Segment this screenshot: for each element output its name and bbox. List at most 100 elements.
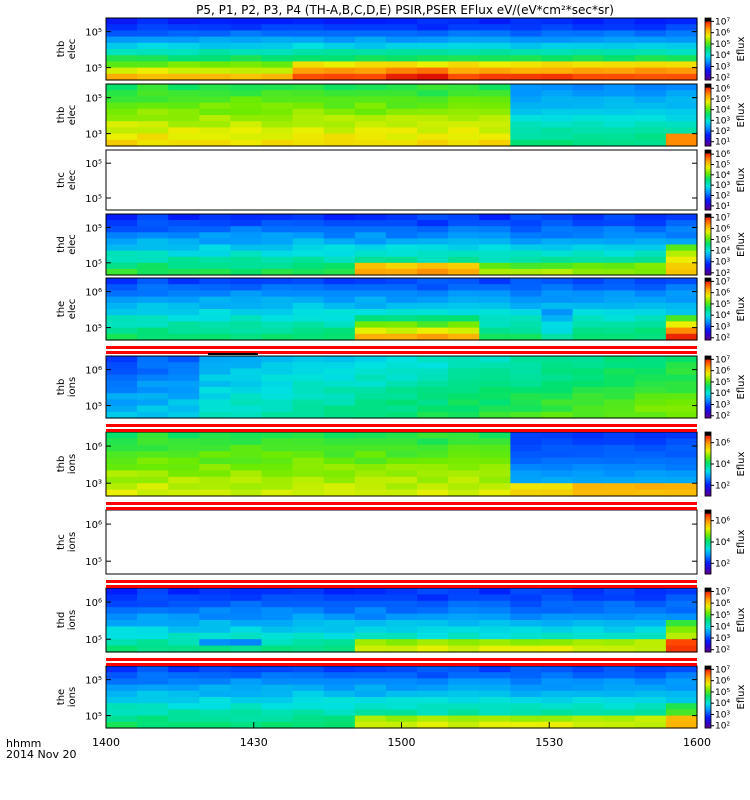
colorbar-segment <box>705 65 711 68</box>
spectrogram-cell <box>541 393 574 400</box>
colorbar-frame <box>704 355 712 419</box>
colorbar-segment <box>705 150 711 152</box>
colorbar-segment <box>705 538 711 541</box>
spectrogram-cell <box>417 232 449 239</box>
spectrogram-cell <box>261 405 294 413</box>
colorbar-segment <box>705 320 711 322</box>
spectrogram-cell <box>479 393 511 400</box>
colorbar-segment <box>705 709 711 711</box>
spectrogram-cell <box>510 444 543 452</box>
colorbar-segment <box>705 559 711 561</box>
colorbar-segment <box>705 394 711 396</box>
spectrogram-cell <box>448 457 480 465</box>
spectrogram-cell <box>510 67 543 75</box>
colorbar-segment <box>705 415 711 418</box>
colorbar-segment <box>705 107 711 110</box>
spectrogram-cell <box>510 476 543 484</box>
colorbar-segment <box>705 199 711 201</box>
spectrogram-cell <box>106 220 138 227</box>
colorbar-segment <box>705 195 711 197</box>
colorbar-segment <box>705 249 711 252</box>
colorbar-segment <box>705 689 711 692</box>
spectrogram-cell <box>603 67 636 75</box>
spectrogram-cell <box>323 645 356 653</box>
panel-ylabel: thb <box>56 379 67 396</box>
spectrogram-cell <box>199 268 232 276</box>
spectrogram-cell <box>479 405 511 413</box>
spectrogram-cell <box>603 133 636 141</box>
spectrogram-cell <box>168 464 200 471</box>
colorbar-segment <box>705 247 711 250</box>
spectrogram-cell <box>261 108 294 116</box>
colorbar-tick-label: 10⁵ <box>715 611 730 621</box>
spectrogram-cell <box>137 232 169 239</box>
colorbar-segment <box>705 570 711 573</box>
spectrogram-cell <box>572 139 605 147</box>
spectrogram-cell <box>510 666 543 673</box>
colorbar-segment <box>705 594 711 596</box>
spectrogram-cell <box>230 470 263 478</box>
spectrogram-cell <box>541 476 574 484</box>
spectrogram-cell <box>199 256 232 264</box>
spectrogram-cell <box>541 368 574 376</box>
spectrogram-cell <box>385 67 418 75</box>
spectrogram-cell <box>541 238 574 246</box>
spectrogram-cell <box>168 374 200 382</box>
spectrogram-cell <box>479 214 511 221</box>
spectrogram-cell <box>603 139 636 147</box>
spectrogram-cell <box>106 715 138 723</box>
spectrogram-cell <box>634 464 667 471</box>
spectrogram-cell <box>199 432 232 439</box>
spectrogram-cell <box>541 290 574 298</box>
spectrogram-cell <box>354 632 387 640</box>
spectrogram-cell <box>572 438 605 446</box>
colorbar-segment <box>705 267 711 270</box>
colorbar-segment <box>705 359 711 361</box>
spectrogram-cell <box>106 684 138 692</box>
spectrogram-cell <box>479 715 511 723</box>
spectrogram-cell <box>199 374 232 382</box>
spectrogram-cell <box>292 278 325 285</box>
spectrogram-cell <box>354 387 387 394</box>
spectrogram-cell <box>417 290 449 298</box>
spectrogram-cell <box>323 387 356 394</box>
spectrogram-cell <box>354 30 387 38</box>
spectrogram-cell <box>417 464 449 471</box>
spectrogram-cell <box>479 139 511 147</box>
spectrogram-cell <box>292 594 325 602</box>
spectrogram-cell <box>634 721 667 729</box>
colorbar-segment <box>705 478 711 481</box>
spectrogram-cell <box>106 690 138 698</box>
spectrogram-cell <box>510 49 543 56</box>
colorbar-segment <box>705 98 711 100</box>
spectrogram-cell <box>541 709 574 717</box>
colorbar-segment <box>705 169 711 171</box>
spectrogram-cell <box>292 715 325 723</box>
spectrogram-cell <box>385 296 418 304</box>
colorbar-segment <box>705 523 711 526</box>
spectrogram-cell <box>323 613 356 621</box>
spectrogram-cell <box>479 684 511 692</box>
spectrogram-cell <box>385 645 418 653</box>
spectrogram-cell <box>634 67 667 75</box>
colorbar-segment <box>705 324 711 327</box>
spectrogram-cell <box>292 697 325 704</box>
spectrogram-cell <box>168 626 200 634</box>
spectrogram-cell <box>417 470 449 478</box>
colorbar-tick-label: 10² <box>715 559 730 569</box>
spectrogram-cell <box>292 315 325 322</box>
colorbar-tick-label: 10² <box>715 127 730 137</box>
spectrogram-cell <box>385 362 418 369</box>
spectrogram-cell <box>292 600 325 608</box>
chart-title: P5, P1, P2, P3, P4 (TH-A,B,C,D,E) PSIR,P… <box>196 3 614 17</box>
spectrogram-cell <box>199 362 232 369</box>
spectrogram-cell <box>261 613 294 621</box>
spectrogram-cell <box>603 639 636 647</box>
spectrogram-cell <box>510 432 543 439</box>
spectrogram-cell <box>417 387 449 394</box>
spectrogram-cell <box>448 327 480 335</box>
spectrogram-cell <box>448 476 480 484</box>
colorbar-segment <box>705 63 711 65</box>
